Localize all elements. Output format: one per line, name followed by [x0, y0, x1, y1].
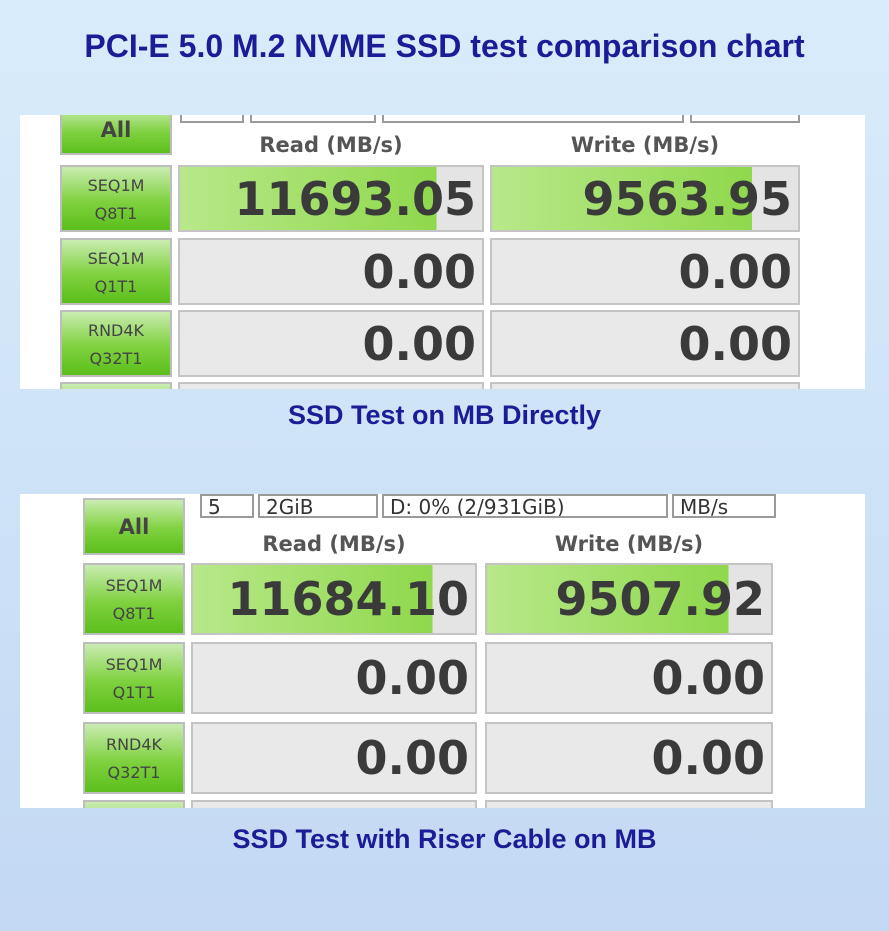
test-name: RND4K [87, 320, 145, 340]
all-button[interactable]: All [83, 498, 185, 555]
all-button[interactable]: All [60, 115, 172, 155]
dropdown: 5 [200, 494, 254, 518]
read-header: Read (MB/s) [259, 133, 403, 157]
test-name: RND4K [105, 735, 163, 754]
read-header: Read (MB/s) [262, 532, 406, 556]
read-value: 0.00 [178, 238, 484, 305]
test-params: Q1T1 [112, 683, 156, 702]
write-value: 0.00 [485, 642, 773, 714]
read-value [191, 800, 477, 808]
caption: SSD Test on MB Directly [287, 400, 602, 430]
read-value: 11693.05 [178, 165, 484, 232]
test-button[interactable]: RND4K Q32T1 [60, 310, 172, 377]
test-params: Q32T1 [107, 763, 161, 782]
dropdown: D: 0% (2/931GiB) [382, 494, 668, 518]
dropdown: 2GiB [258, 494, 378, 518]
dropdown [690, 115, 800, 123]
write-header: Write (MB/s) [554, 532, 704, 556]
read-value: 11684.10 [191, 563, 477, 635]
write-value: 0.00 [490, 310, 800, 377]
dropdown [382, 115, 684, 123]
dropdown [250, 115, 376, 123]
write-value [490, 382, 800, 389]
read-value: 0.00 [191, 722, 477, 794]
read-value: 0.00 [178, 310, 484, 377]
write-value: 0.00 [490, 238, 800, 305]
benchmark-panel: All Read (MB/s) Write (MB/s) SEQ1M Q8T1 11693… [20, 115, 865, 389]
test-name: SEQ1M [105, 655, 163, 674]
dropdown: MB/s [672, 494, 776, 518]
test-name: SEQ1M [105, 576, 163, 595]
test-params: Q32T1 [89, 348, 143, 368]
read-value: 0.00 [191, 642, 477, 714]
test-name: SEQ1M [87, 175, 145, 195]
caption: SSD Test with Riser Cable on MB [232, 824, 657, 854]
test-params: Q1T1 [94, 276, 138, 296]
test-button[interactable]: SEQ1M Q1T1 [83, 642, 185, 714]
benchmark-panel: 5 2GiB D: 0% (2/931GiB) MB/s All Read (MB/s) W… [20, 494, 865, 808]
read-value [178, 382, 484, 389]
test-params: Q8T1 [112, 604, 156, 623]
write-value: 9507.92 [485, 563, 773, 635]
test-button [60, 382, 172, 389]
title: PCI-E 5.0 M.2 NVME SSD test comparison c… [84, 28, 805, 64]
test-button[interactable]: SEQ1M Q8T1 [83, 563, 185, 635]
write-value [485, 800, 773, 808]
test-button [83, 800, 185, 808]
test-params: Q8T1 [94, 203, 138, 223]
test-button[interactable]: SEQ1M Q8T1 [60, 165, 172, 232]
test-button[interactable]: SEQ1M Q1T1 [60, 238, 172, 305]
dropdown [180, 115, 244, 123]
write-value: 9563.95 [490, 165, 800, 232]
test-name: SEQ1M [87, 248, 145, 268]
write-header: Write (MB/s) [570, 133, 720, 157]
write-value: 0.00 [485, 722, 773, 794]
test-button[interactable]: RND4K Q32T1 [83, 722, 185, 794]
